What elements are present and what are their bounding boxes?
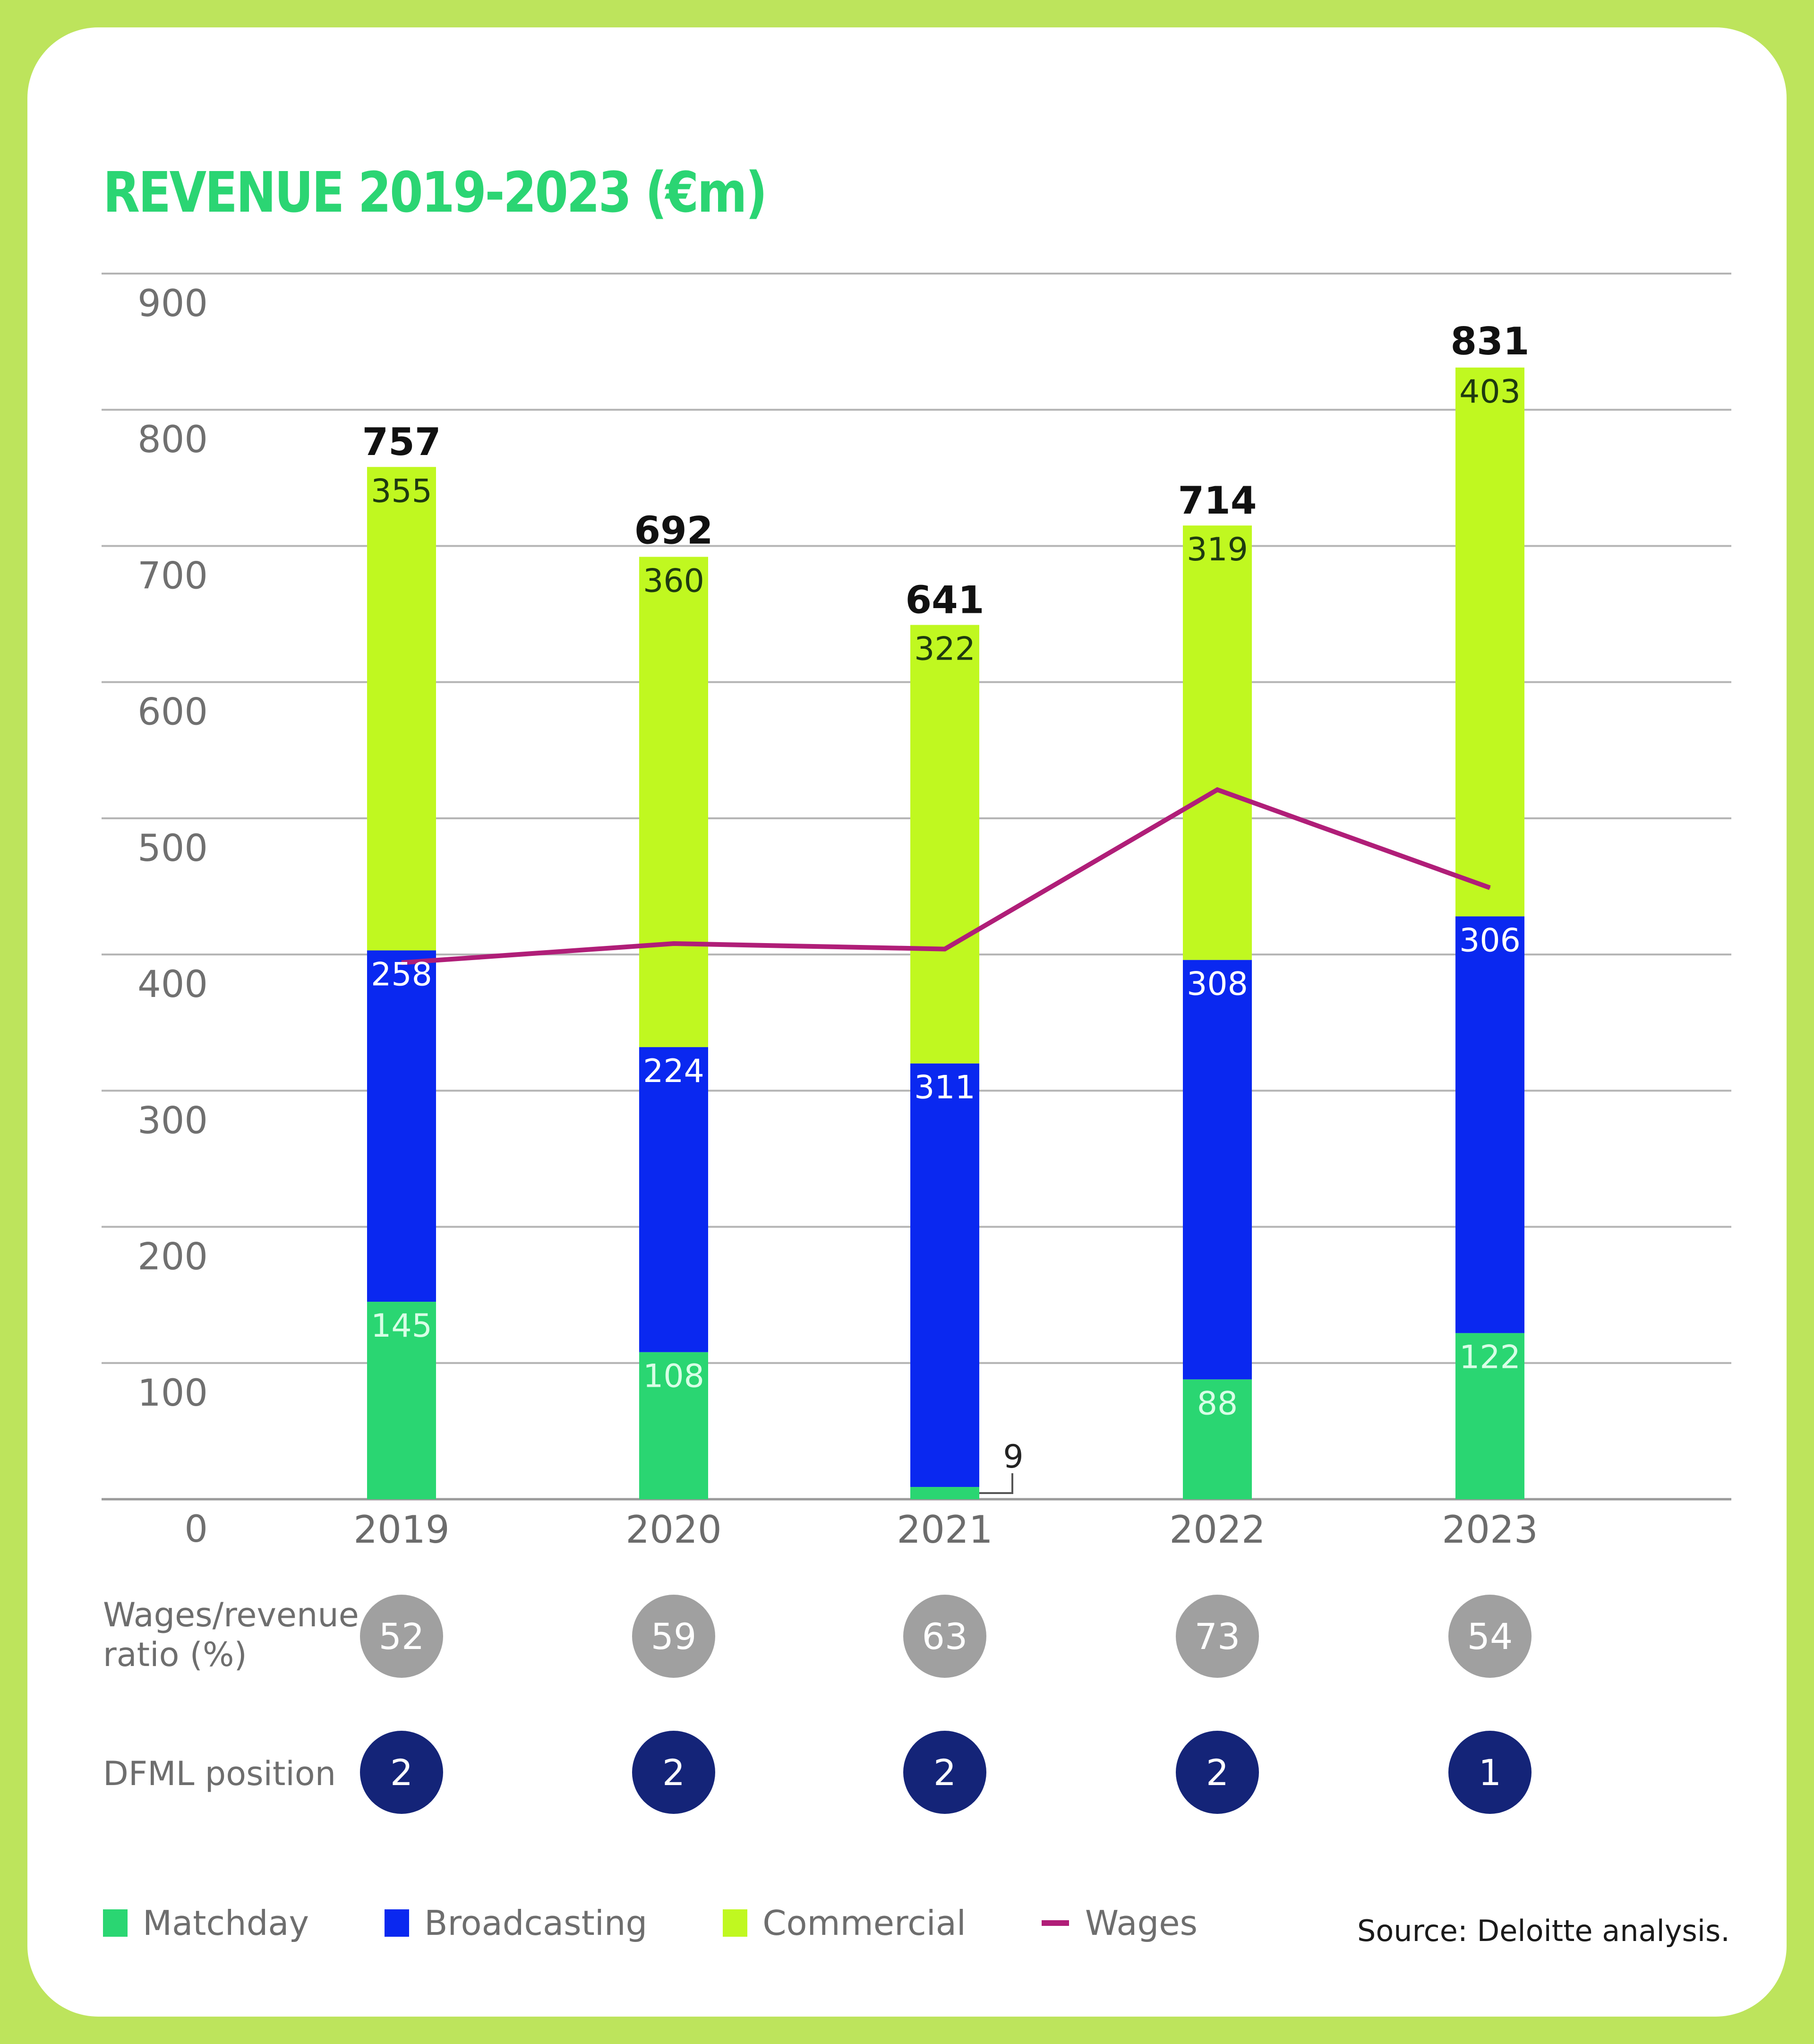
x-tick-label: 2021: [897, 1508, 993, 1552]
broadcasting-swatch-icon: [385, 1909, 410, 1937]
segment-label-broadcasting: 308: [1187, 966, 1248, 1003]
segment-label-commercial: 360: [643, 563, 704, 600]
segment-label-matchday: 88: [1197, 1385, 1238, 1422]
x-tick-label: 2023: [1442, 1508, 1538, 1552]
bar-segment-commercial-2020: [639, 557, 708, 1048]
y-tick-label: 900: [137, 283, 208, 325]
bar-segment-commercial-2019: [367, 467, 436, 951]
callout-leader-line: [979, 1473, 1013, 1494]
wages-point: [401, 962, 402, 963]
y-tick-label: 500: [137, 827, 208, 870]
x-axis-ticks: 2019 2020 2021 2022 2023: [353, 1508, 1538, 1552]
segment-label-commercial: 403: [1459, 373, 1521, 411]
bar-segment-commercial-2022: [1183, 525, 1252, 960]
chart-title: REVENUE 2019-2023 (€m): [103, 160, 768, 225]
wages-point: [1489, 887, 1490, 888]
y-tick-label: 400: [137, 963, 208, 1006]
legend-item-broadcasting: Broadcasting: [385, 1903, 647, 1943]
bar-segment-broadcasting-2021: [910, 1063, 979, 1487]
total-label: 692: [634, 509, 713, 553]
legend-label: Broadcasting: [424, 1903, 648, 1943]
wages-ratio-badge: 63: [903, 1595, 986, 1678]
dfml-position-row-label: DFML position: [103, 1754, 336, 1793]
bar-segment-broadcasting-2022: [1183, 960, 1252, 1380]
total-label: 714: [1178, 479, 1257, 523]
segment-label-matchday: 122: [1459, 1339, 1521, 1376]
wages-ratio-badge: 52: [360, 1595, 443, 1678]
segment-label-commercial: 322: [914, 631, 975, 668]
bars: [367, 367, 1524, 1499]
matchday-swatch-icon: [103, 1909, 128, 1937]
wages-line-layer: [401, 787, 1491, 965]
bar-segment-commercial-2023: [1455, 367, 1524, 917]
total-label: 831: [1451, 319, 1530, 363]
legend-label: Matchday: [143, 1903, 309, 1943]
legend-item-commercial: Commercial: [723, 1903, 966, 1943]
dfml-position-badge: 2: [632, 1731, 715, 1814]
bar-segment-broadcasting-2020: [639, 1047, 708, 1352]
y-tick-label: 700: [137, 555, 208, 597]
segment-label-matchday-callout: 9: [1003, 1438, 1023, 1476]
commercial-swatch-icon: [723, 1909, 748, 1937]
y-tick-label: 300: [137, 1099, 208, 1142]
dfml-position-badge: 2: [360, 1731, 443, 1814]
segment-label-broadcasting: 224: [643, 1053, 704, 1090]
x-tick-label: 2022: [1169, 1508, 1266, 1552]
wages-line-icon: [1041, 1920, 1069, 1926]
wages-ratio-label-line1: Wages/revenue: [103, 1596, 359, 1634]
segment-label-matchday: 108: [643, 1358, 704, 1395]
bar-segment-matchday-2019: [367, 1302, 436, 1499]
segment-label-broadcasting: 258: [371, 956, 432, 993]
wages-point: [673, 943, 674, 945]
bar-segment-matchday-2023: [1455, 1333, 1524, 1499]
total-label: 641: [906, 578, 984, 622]
y-tick-label: 200: [137, 1236, 208, 1279]
segment-label-matchday: 145: [371, 1307, 432, 1345]
segment-label-commercial: 355: [371, 472, 432, 510]
legend-item-wages: Wages: [1041, 1903, 1198, 1943]
x-tick-label: 2020: [625, 1508, 722, 1552]
total-label: 757: [362, 420, 441, 464]
wages-ratio-badge: 73: [1176, 1595, 1259, 1678]
bar-segment-broadcasting-2023: [1455, 916, 1524, 1333]
y-axis-ticks: 0 100 200 300 400 500 600 700 800 900: [137, 283, 208, 1551]
legend-item-matchday: Matchday: [103, 1903, 309, 1943]
wages-ratio-badge: 54: [1448, 1595, 1532, 1678]
wages-point: [944, 948, 945, 950]
bar-segment-matchday-2020: [639, 1352, 708, 1499]
source-note: Source: Deloitte analysis.: [1357, 1914, 1730, 1948]
legend-label: Commercial: [762, 1903, 966, 1943]
bar-segment-matchday-2022: [1183, 1379, 1252, 1499]
y-tick-label: 100: [137, 1372, 208, 1415]
segment-label-broadcasting: 311: [914, 1069, 975, 1107]
bar-segment-broadcasting-2019: [367, 950, 436, 1302]
legend-label: Wages: [1085, 1903, 1198, 1943]
wages-ratio-row-label: Wages/revenue ratio (%): [103, 1595, 359, 1675]
y-tick-label: 600: [137, 691, 208, 734]
wages-ratio-label-line2: ratio (%): [103, 1635, 247, 1674]
segment-label-commercial: 319: [1187, 531, 1248, 568]
y-tick-label: 800: [137, 419, 208, 461]
wages-ratio-badge: 59: [632, 1595, 715, 1678]
dfml-position-badge: 2: [903, 1731, 986, 1814]
segment-label-broadcasting: 306: [1459, 922, 1521, 959]
y-tick-label: 0: [184, 1508, 208, 1551]
bar-segment-commercial-2021: [910, 625, 979, 1064]
legend: Matchday Broadcasting Commercial Wages: [103, 1903, 1273, 1943]
bar-labels: 145 258 355 757 108 224 360 692 9 311 322 641 88 308 3…: [362, 319, 1530, 1494]
bar-segment-matchday-2021: [910, 1487, 979, 1499]
wages-point: [1217, 789, 1218, 790]
dfml-position-badge: 2: [1176, 1731, 1259, 1814]
x-tick-label: 2019: [353, 1508, 450, 1552]
dfml-position-badge: 1: [1448, 1731, 1532, 1814]
